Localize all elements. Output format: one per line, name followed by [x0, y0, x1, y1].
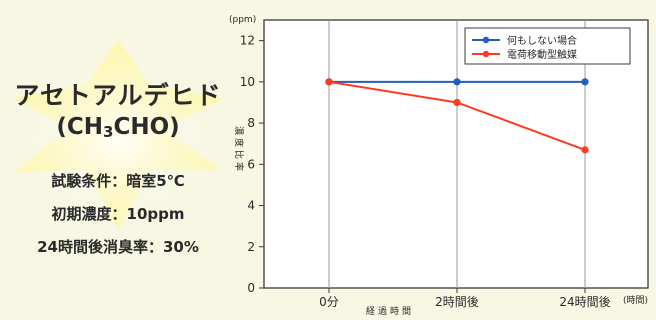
x-tick-label: 0分: [319, 295, 339, 309]
y-tick-label: 8: [247, 116, 255, 130]
compound-name: アセトアルデヒド: [14, 81, 222, 110]
y-tick-label: 4: [247, 199, 255, 213]
x-axis-label: 経過時間: [366, 305, 414, 317]
data-point: [453, 78, 461, 86]
description-panel: アセトアルデヒド (CH3CHO) 試験条件：暗室5℃ 初期濃度：10ppm 2…: [0, 0, 236, 320]
y-tick-label: 6: [247, 157, 255, 171]
formula-suffix: CHO): [113, 114, 180, 140]
x-axis: 0分 2時間後 24時間後: [319, 288, 611, 309]
data-point: [453, 98, 461, 107]
data-point: [581, 78, 589, 86]
x-unit-label: (時間): [623, 295, 648, 306]
legend-entry-label: 電荷移動型触媒: [507, 48, 577, 61]
plot-area: [263, 19, 649, 289]
x-tick-label: 24時間後: [559, 295, 610, 309]
chemical-formula: (CH3CHO): [0, 114, 236, 141]
data-point: [325, 78, 333, 86]
y-tick-label: 0: [247, 281, 255, 295]
y-tick-label: 2: [247, 240, 255, 254]
legend-swatch-marker: [482, 50, 490, 58]
initial-concentration: 初期濃度：10ppm: [51, 205, 185, 223]
starburst-glow: [3, 45, 233, 235]
grid-layer: [328, 20, 586, 288]
removal-rate: 24時間後消臭率：30%: [37, 238, 199, 256]
legend-box: [464, 27, 631, 65]
legend-entry-label: 何もしない場合: [507, 34, 577, 47]
x-tick-label: 2時間後: [435, 295, 479, 309]
series-layer: [325, 78, 589, 154]
data-point: [581, 146, 589, 154]
y-axis: 0 2 4 6 8 10 12: [240, 34, 264, 295]
y-axis-label: 濃度比率: [233, 126, 245, 174]
y-unit-label: (ppm): [229, 15, 256, 25]
test-condition: 試験条件：暗室5℃: [51, 172, 185, 190]
formula-subscript: 3: [103, 123, 114, 141]
y-tick-label: 10: [240, 75, 255, 89]
y-tick-label: 12: [240, 34, 255, 48]
legend-swatch-marker: [482, 36, 490, 44]
formula-prefix: (CH: [56, 114, 103, 140]
